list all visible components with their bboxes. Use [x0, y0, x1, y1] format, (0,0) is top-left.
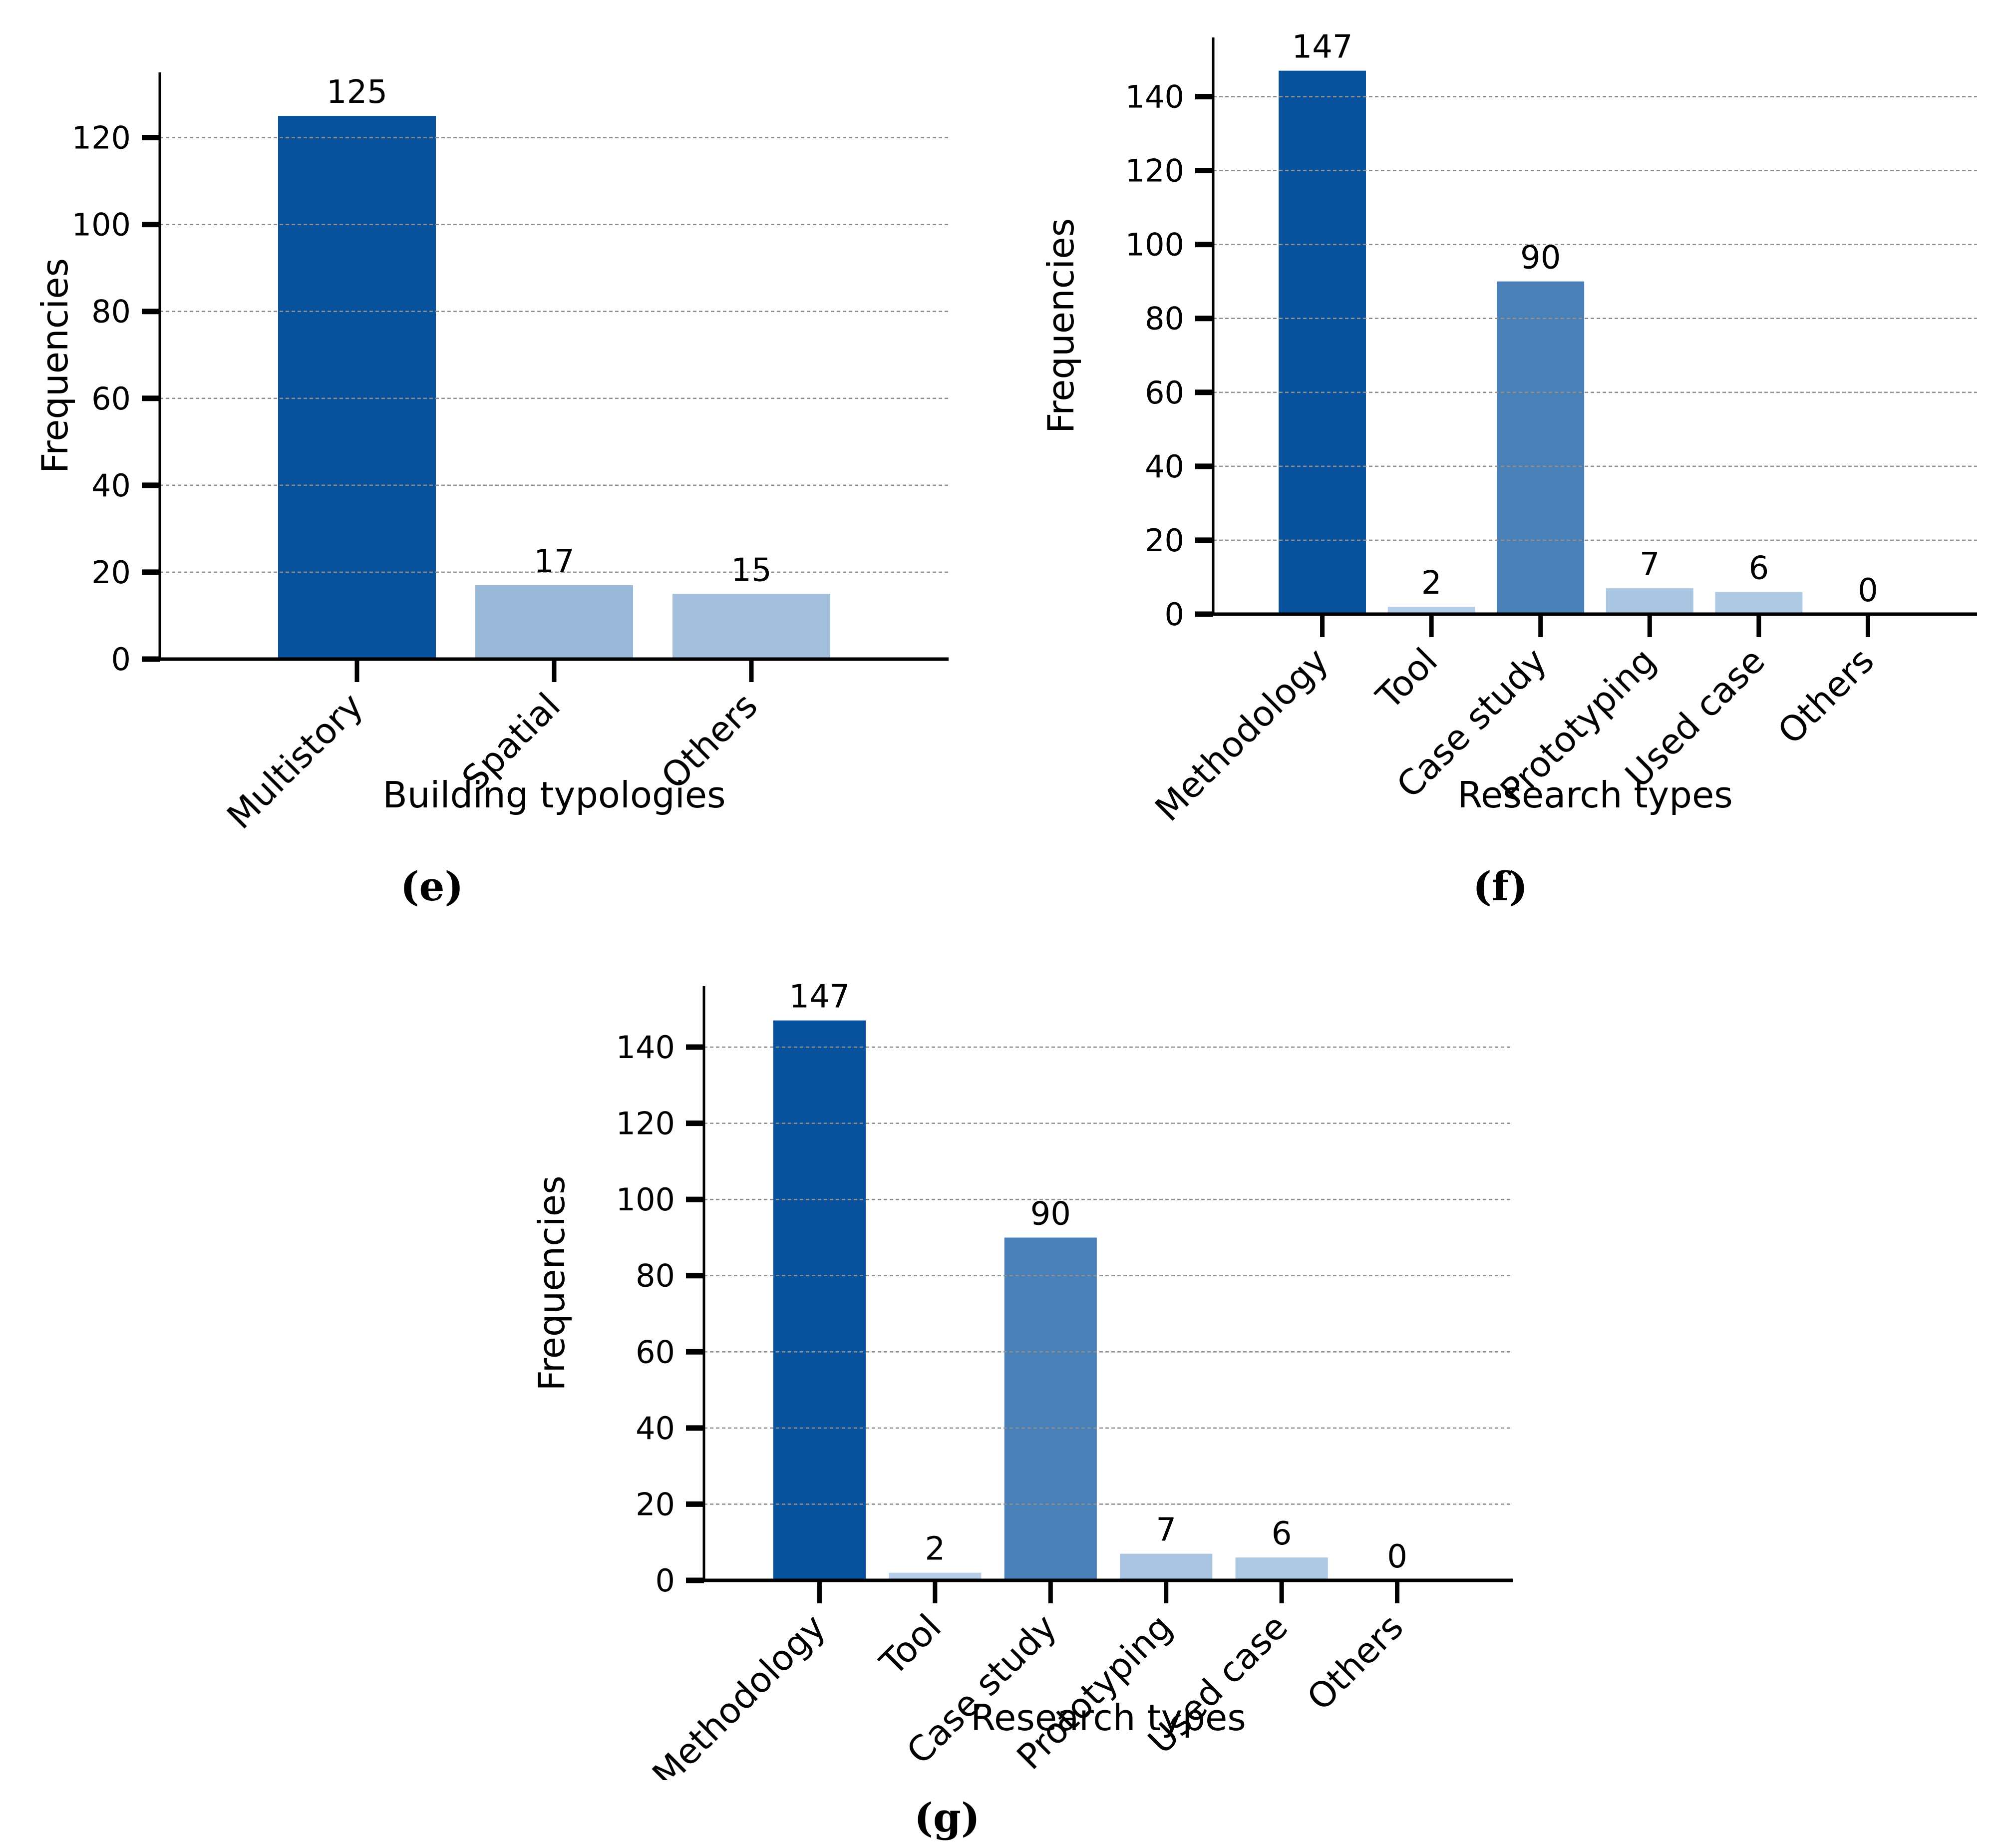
y-tick-label: 140 [616, 1029, 675, 1066]
x-tick-label: Tool [872, 1606, 949, 1684]
y-tick-label: 40 [636, 1410, 675, 1447]
y-tick-label: 140 [1125, 78, 1184, 115]
bar-value-label: 125 [327, 74, 387, 111]
bar-value-label: 15 [731, 552, 771, 589]
y-tick-label: 0 [1165, 596, 1184, 633]
x-axis-label: Building typologies [382, 774, 725, 816]
y-tick-label: 100 [1125, 227, 1184, 263]
y-tick-label: 0 [111, 641, 131, 678]
x-tick-label: Multistory [219, 685, 371, 834]
bar-value-label: 147 [1292, 29, 1352, 66]
y-tick-label: 60 [636, 1334, 675, 1370]
subfigure-caption-f: (f) [1472, 863, 1528, 910]
bar-value-label: 2 [1421, 565, 1442, 602]
bar-multistory [278, 116, 436, 660]
y-tick-label: 60 [91, 380, 131, 417]
bar-prototyping [1120, 1553, 1213, 1580]
bar-value-label: 0 [1858, 572, 1878, 609]
bar-value-label: 7 [1640, 546, 1660, 583]
bar-tool [1387, 607, 1475, 614]
y-tick-label: 60 [1145, 374, 1184, 411]
x-tick-label: Methodology [645, 1606, 834, 1780]
bar-value-label: 6 [1748, 550, 1769, 587]
bar-value-label: 0 [1387, 1538, 1407, 1575]
y-tick-label: 20 [636, 1486, 675, 1522]
subfigure-caption-e: (e) [400, 863, 464, 910]
x-axis-label: Research types [971, 1697, 1246, 1739]
x-tick-label: Tool [1368, 640, 1445, 718]
bar-prototyping [1606, 588, 1693, 614]
x-tick-label: Others [1770, 640, 1882, 752]
bar-spatial [475, 585, 633, 659]
bar-case-study [1004, 1237, 1097, 1580]
y-tick-label: 40 [1145, 448, 1184, 485]
bar-methodology [773, 1020, 866, 1580]
y-axis-label: Frequencies [34, 258, 76, 473]
y-tick-label: 40 [91, 467, 131, 504]
y-tick-label: 120 [616, 1106, 675, 1142]
bar-value-label: 90 [1520, 240, 1561, 277]
y-tick-label: 0 [656, 1562, 675, 1599]
bar-value-label: 6 [1272, 1515, 1292, 1552]
y-tick-label: 80 [91, 294, 131, 330]
bar-value-label: 147 [789, 979, 850, 1016]
bar-used-case [1235, 1557, 1328, 1580]
bar-value-label: 7 [1156, 1512, 1176, 1549]
bar-value-label: 17 [534, 543, 574, 580]
subfigure-caption-g: (g) [914, 1794, 980, 1841]
y-axis-label: Frequencies [1040, 218, 1082, 433]
y-tick-label: 80 [1145, 301, 1184, 337]
bar-methodology [1279, 70, 1366, 614]
x-tick-label: Others [1299, 1606, 1411, 1718]
bar-value-label: 90 [1030, 1195, 1071, 1232]
y-tick-label: 120 [72, 120, 131, 156]
y-tick-label: 20 [91, 554, 131, 591]
y-tick-label: 80 [636, 1258, 675, 1294]
bar-others [672, 594, 830, 659]
y-tick-label: 20 [1145, 522, 1184, 559]
y-tick-label: 100 [616, 1181, 675, 1218]
x-axis-label: Research types [1457, 774, 1733, 816]
y-tick-label: 120 [1125, 153, 1184, 189]
bar-used-case [1715, 592, 1803, 614]
x-tick-label: Methodology [1147, 640, 1337, 829]
bar-case-study [1497, 281, 1585, 614]
y-tick-label: 100 [72, 207, 131, 243]
bar-value-label: 2 [925, 1531, 945, 1568]
y-axis-label: Frequencies [531, 1175, 573, 1391]
bar-tool [889, 1572, 982, 1580]
